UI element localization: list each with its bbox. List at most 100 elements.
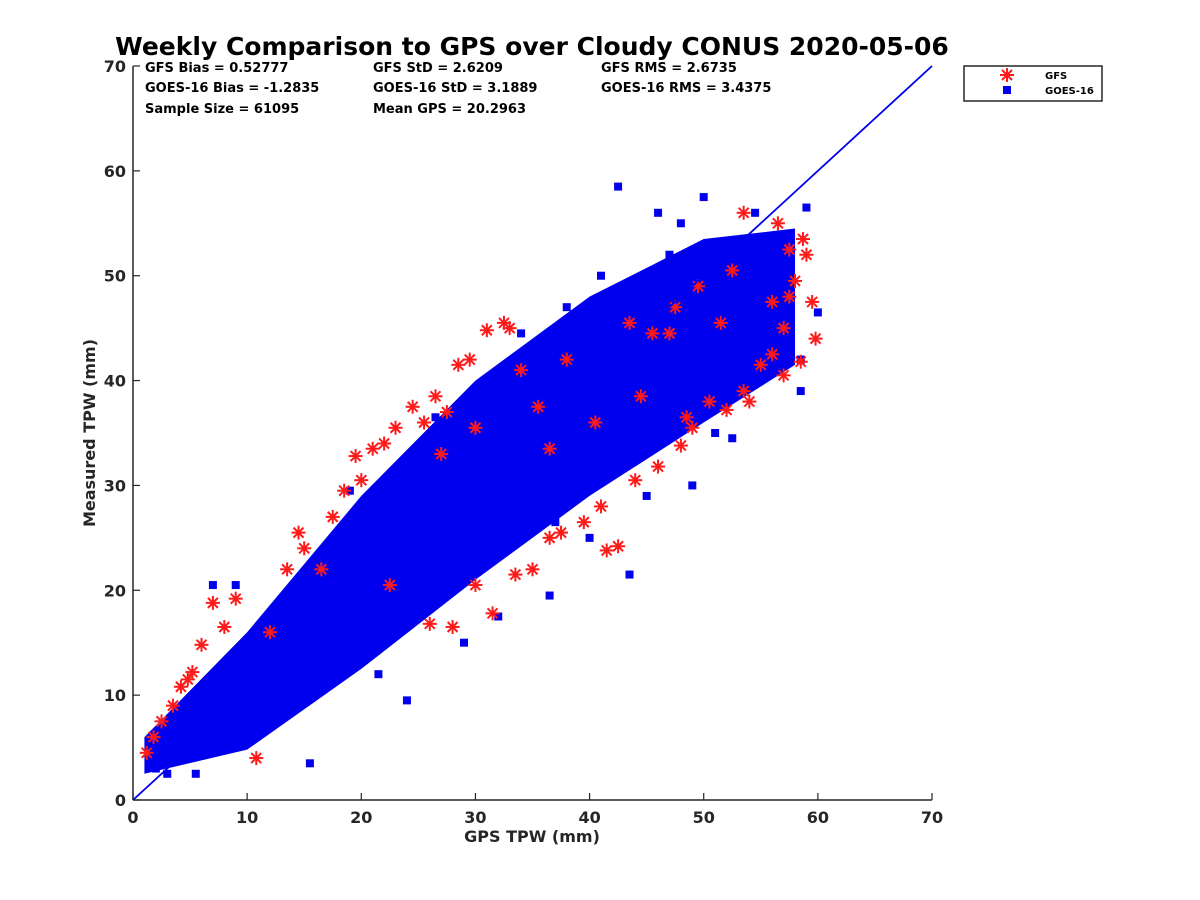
goes16-point bbox=[311, 570, 320, 579]
gfs-point bbox=[439, 405, 454, 420]
gfs-point bbox=[611, 539, 626, 554]
goes16-point bbox=[591, 465, 600, 474]
gfs-point bbox=[185, 665, 200, 680]
gfs-point bbox=[531, 399, 546, 414]
x-tick-label: 30 bbox=[464, 808, 486, 827]
gfs-point bbox=[377, 436, 392, 451]
y-tick-label: 30 bbox=[104, 476, 126, 495]
goes16-point bbox=[682, 334, 691, 343]
x-tick-label: 60 bbox=[807, 808, 829, 827]
gfs-point bbox=[633, 389, 648, 404]
y-ticks: 0 10 20 30 40 50 60 70 bbox=[104, 57, 140, 810]
goes16-point bbox=[231, 581, 240, 590]
gfs-point bbox=[485, 606, 500, 621]
legend: GFS GOES-16 bbox=[963, 65, 1103, 102]
gfs-point bbox=[685, 420, 700, 435]
gfs-point bbox=[554, 525, 569, 540]
gfs-point bbox=[508, 567, 523, 582]
goes16-point bbox=[517, 329, 526, 338]
gfs-point bbox=[793, 354, 808, 369]
gfs-point bbox=[765, 347, 780, 362]
gfs-point bbox=[765, 294, 780, 309]
goes16-point bbox=[271, 701, 280, 710]
goes16-point bbox=[408, 512, 417, 521]
goes16-point bbox=[191, 769, 200, 778]
goes16-point bbox=[305, 759, 314, 768]
gfs-point bbox=[365, 441, 380, 456]
gfs-point bbox=[514, 363, 529, 378]
gfs-point bbox=[434, 446, 449, 461]
goes16-point bbox=[203, 717, 212, 726]
goes16-point bbox=[796, 387, 805, 396]
gfs-point bbox=[542, 441, 557, 456]
goes16-point bbox=[676, 219, 685, 228]
goes16-point bbox=[631, 350, 640, 359]
goes16-point bbox=[477, 554, 486, 563]
y-tick-label: 40 bbox=[104, 372, 126, 391]
gfs-point bbox=[742, 394, 757, 409]
legend-goes-marker bbox=[1003, 86, 1011, 94]
axes bbox=[132, 66, 932, 801]
gfs-point bbox=[628, 473, 643, 488]
y-tick-label: 60 bbox=[104, 162, 126, 181]
y-tick-label: 0 bbox=[115, 791, 126, 810]
goes16-point bbox=[220, 701, 229, 710]
gfs-point bbox=[468, 578, 483, 593]
gfs-point bbox=[354, 473, 369, 488]
goes16-point bbox=[454, 528, 463, 537]
gfs-point bbox=[228, 591, 243, 606]
y-tick-label: 20 bbox=[104, 581, 126, 600]
goes16-point bbox=[711, 429, 720, 437]
gfs-point bbox=[776, 368, 791, 383]
goes16-point bbox=[528, 387, 537, 396]
series-gfs bbox=[139, 205, 823, 766]
gfs-point bbox=[314, 562, 329, 577]
goes16-point bbox=[362, 596, 371, 605]
gfs-point bbox=[588, 415, 603, 430]
gfs-point bbox=[388, 420, 403, 435]
goes16-point bbox=[283, 643, 292, 652]
gfs-point bbox=[725, 263, 740, 278]
gfs-point bbox=[713, 315, 728, 330]
x-tick-label: 20 bbox=[350, 808, 372, 827]
gfs-point bbox=[337, 483, 352, 498]
goes16-point bbox=[659, 297, 668, 306]
goes16-point bbox=[334, 554, 343, 563]
y-tick-label: 50 bbox=[104, 267, 126, 286]
gfs-point bbox=[165, 698, 180, 713]
goes16-point bbox=[391, 607, 400, 616]
goes16-point bbox=[237, 691, 246, 700]
x-ticks: 0 10 20 30 40 50 60 70 bbox=[127, 793, 943, 827]
gfs-point bbox=[542, 530, 557, 545]
x-tick-label: 0 bbox=[127, 808, 138, 827]
gfs-point bbox=[796, 232, 811, 247]
gfs-point bbox=[194, 637, 209, 652]
gfs-point bbox=[205, 595, 220, 610]
gfs-point bbox=[599, 543, 614, 558]
goes16-point bbox=[722, 376, 731, 385]
gfs-point bbox=[559, 352, 574, 367]
gfs-point bbox=[262, 625, 277, 640]
goes16-point bbox=[728, 434, 737, 443]
gfs-point bbox=[291, 525, 306, 540]
y-tick-label: 10 bbox=[104, 686, 126, 705]
gfs-point bbox=[525, 562, 540, 577]
data-density-bands bbox=[144, 228, 796, 774]
gfs-point bbox=[154, 714, 169, 729]
gfs-point bbox=[753, 357, 768, 372]
stat-goes-bias: GOES-16 Bias = -1.2835 bbox=[145, 81, 319, 96]
goes16-point bbox=[699, 193, 708, 202]
gfs-point bbox=[180, 672, 195, 687]
y-tick-label: 70 bbox=[104, 57, 126, 76]
goes16-point bbox=[254, 664, 263, 673]
goes16-point bbox=[163, 769, 172, 778]
goes16-point bbox=[494, 612, 503, 621]
gfs-point bbox=[651, 459, 666, 474]
x-tick-label: 10 bbox=[236, 808, 258, 827]
goes16-point bbox=[545, 591, 554, 600]
y-axis-label: Measured TPW (mm) bbox=[80, 339, 99, 527]
gfs-point bbox=[788, 273, 803, 288]
gfs-point bbox=[417, 415, 432, 430]
goes16-point bbox=[773, 360, 782, 369]
